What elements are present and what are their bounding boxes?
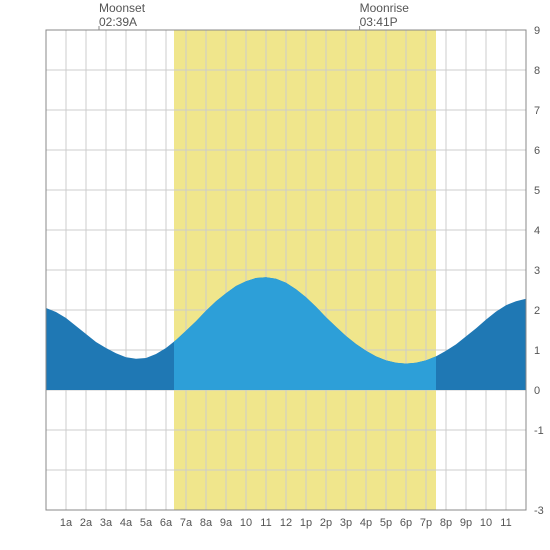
y-tick-label: 3: [534, 265, 540, 277]
x-tick-label: 3p: [340, 517, 352, 529]
y-tick-label: 9: [534, 25, 540, 37]
x-tick-label: 6p: [400, 517, 412, 529]
y-tick-label: 1: [534, 345, 540, 357]
y-tick-label: 0: [534, 385, 540, 397]
y-tick-label: 6: [534, 145, 540, 157]
x-tick-label: 8p: [440, 517, 452, 529]
x-tick-label: 5p: [380, 517, 392, 529]
y-tick-label: 7: [534, 105, 540, 117]
moonset-time: 02:39A: [99, 15, 137, 29]
y-tick-label: 5: [534, 185, 540, 197]
y-tick-label: 2: [534, 305, 540, 317]
tide-chart: -3-101234567891a2a3a4a5a6a7a8a9a1011121p…: [0, 0, 550, 550]
x-tick-label: 11: [500, 517, 511, 529]
x-tick-label: 8a: [200, 517, 213, 529]
y-tick-label: 4: [534, 225, 540, 237]
x-tick-label: 5a: [140, 517, 153, 529]
x-tick-label: 9a: [220, 517, 233, 529]
x-tick-label: 9p: [460, 517, 472, 529]
x-tick-label: 3a: [100, 517, 113, 529]
x-tick-label: 4a: [120, 517, 133, 529]
moonrise-title: Moonrise: [360, 1, 410, 15]
x-tick-label: 7a: [180, 517, 193, 529]
x-tick-label: 7p: [420, 517, 432, 529]
x-tick-label: 1a: [60, 517, 73, 529]
y-tick-label: -1: [534, 425, 544, 437]
x-tick-label: 12: [280, 517, 292, 529]
x-tick-label: 10: [240, 517, 252, 529]
x-tick-label: 6a: [160, 517, 173, 529]
x-tick-label: 4p: [360, 517, 372, 529]
moonrise-time: 03:41P: [360, 15, 398, 29]
x-tick-label: 2a: [80, 517, 93, 529]
moonset-title: Moonset: [99, 1, 146, 15]
y-tick-label: -3: [534, 505, 544, 517]
x-tick-label: 1p: [300, 517, 312, 529]
x-tick-label: 10: [480, 517, 492, 529]
chart-svg: -3-101234567891a2a3a4a5a6a7a8a9a1011121p…: [0, 0, 550, 550]
x-tick-label: 2p: [320, 517, 332, 529]
y-tick-label: 8: [534, 65, 540, 77]
x-tick-label: 11: [260, 517, 271, 529]
